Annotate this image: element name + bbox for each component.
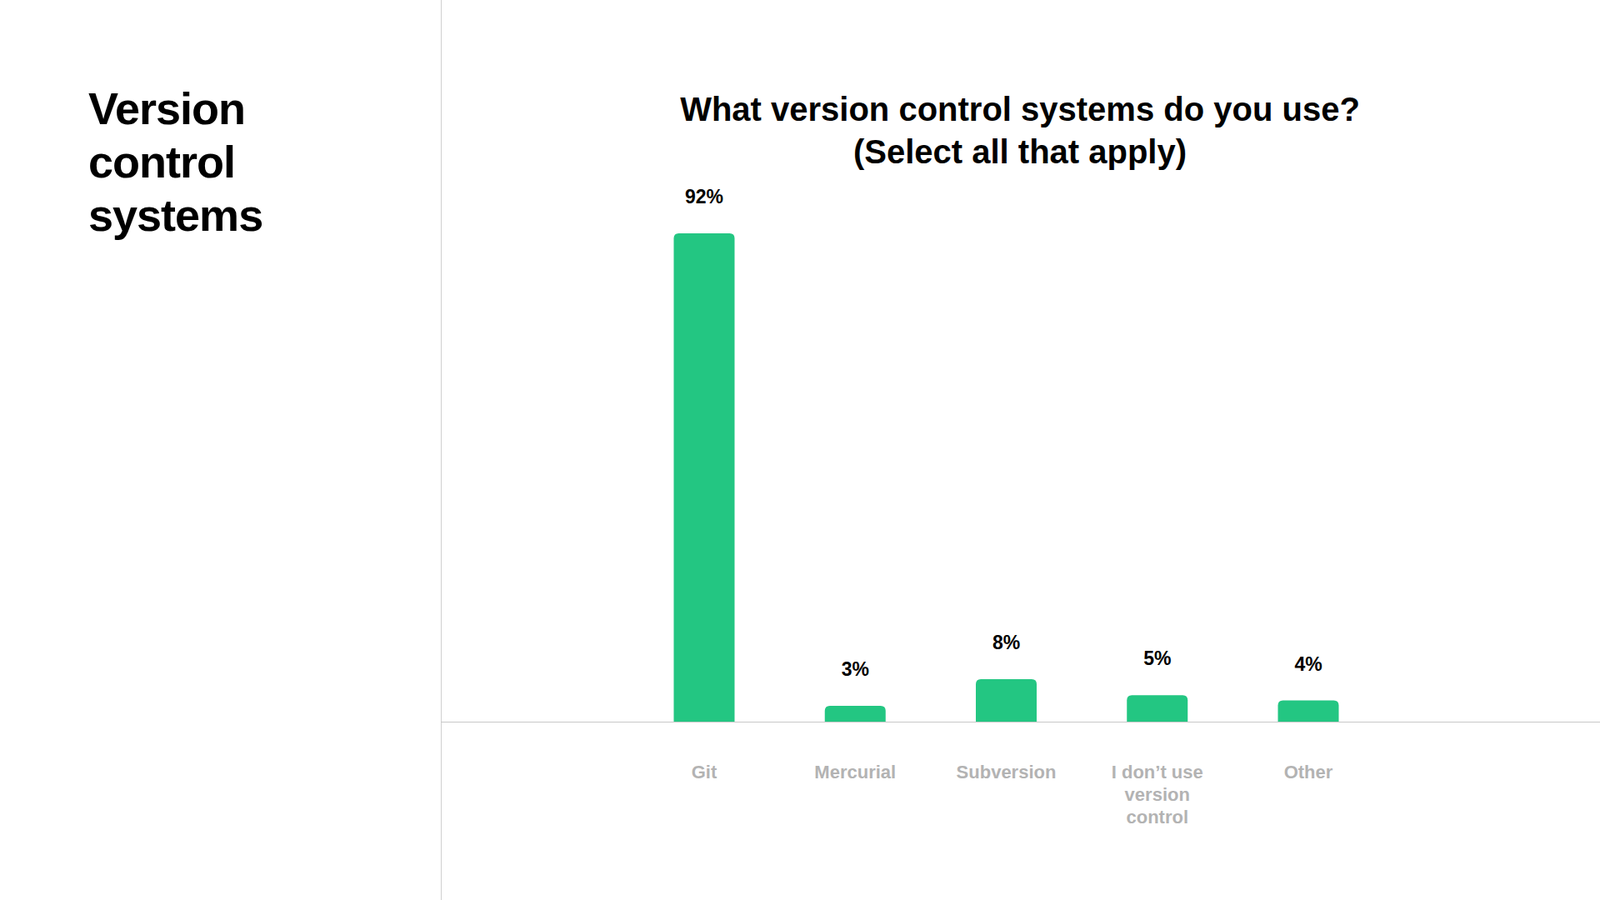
x-axis	[440, 721, 1600, 723]
data-label: 8%	[992, 631, 1020, 654]
x-tick-label: Subversion	[956, 761, 1057, 783]
bar	[1278, 700, 1340, 722]
x-tick-label: Other	[1284, 761, 1334, 783]
bars	[674, 233, 1340, 722]
page-title: Version control systems	[88, 81, 364, 242]
chart-title: What version control systems do you use?	[680, 90, 1360, 128]
x-tick-label: Mercurial	[814, 761, 896, 783]
data-label: 92%	[685, 185, 724, 208]
bar	[674, 233, 735, 722]
x-tick-label: I don’t useversioncontrol	[1111, 761, 1204, 828]
bar	[975, 679, 1037, 722]
chart: What version control systems do you use?…	[0, 0, 1600, 900]
divider	[440, 0, 442, 900]
bar	[825, 705, 886, 722]
x-tick-label: Git	[691, 761, 718, 783]
bar	[1126, 695, 1188, 722]
data-label: 5%	[1143, 647, 1171, 670]
data-label: 4%	[1294, 653, 1322, 675]
chart-subtitle: (Select all that apply)	[853, 133, 1187, 170]
data-label: 3%	[841, 658, 870, 680]
